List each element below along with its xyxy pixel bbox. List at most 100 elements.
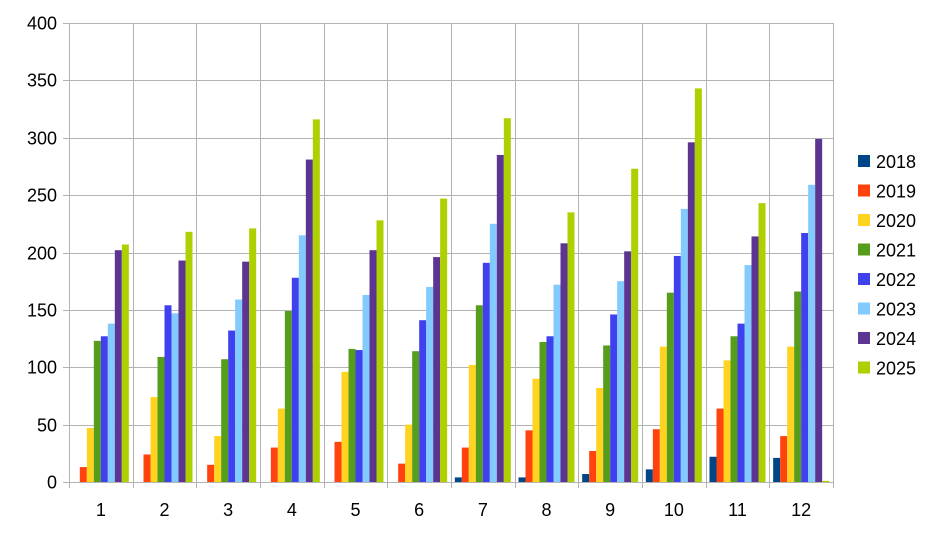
legend-label-2018: 2018	[876, 152, 916, 172]
bar-2020-cat-2	[150, 397, 158, 482]
bar-2023-cat-4	[298, 235, 306, 482]
bar-2024-cat-12	[815, 138, 823, 482]
legend-swatch-2018	[858, 155, 870, 167]
bar-2019-cat-5	[334, 441, 342, 482]
bar-2025-cat-10	[694, 88, 702, 482]
bar-2024-cat-7	[496, 154, 504, 482]
bar-2024-cat-11	[751, 236, 759, 482]
bar-2019-cat-9	[589, 451, 597, 482]
x-tick-label: 1	[96, 500, 106, 520]
x-tick-label: 5	[350, 500, 360, 520]
bar-2019-cat-12	[780, 436, 788, 482]
x-tick-label: 2	[159, 500, 169, 520]
y-tick-label: 250	[27, 186, 57, 206]
bar-2025-cat-4	[312, 119, 320, 482]
bar-2021-cat-8	[539, 342, 547, 482]
bar-2020-cat-8	[532, 378, 540, 482]
bar-2024-cat-10	[687, 142, 695, 482]
legend: 2018 2019 2020 2021 2022 2023 2024 2025	[858, 152, 916, 379]
bar-2019-cat-11	[716, 408, 724, 482]
bar-2021-cat-10	[666, 292, 674, 482]
gridlines	[69, 23, 833, 488]
bar-2024-cat-2	[178, 260, 186, 482]
x-tick-label: 10	[664, 500, 684, 520]
bar-2023-cat-11	[744, 265, 752, 482]
bar-2018-cat-12	[773, 457, 781, 482]
x-tick-label: 6	[414, 500, 424, 520]
bar-2023-cat-1	[107, 323, 115, 482]
bar-2025-cat-8	[567, 212, 575, 482]
bar-2020-cat-7	[468, 364, 476, 482]
legend-swatch-2019	[858, 184, 870, 197]
bar-2024-cat-6	[433, 257, 441, 482]
bar-2019-cat-3	[207, 464, 215, 482]
bar-2021-cat-1	[93, 340, 101, 482]
legend-swatch-2024	[858, 332, 870, 344]
bar-2025-cat-11	[758, 203, 766, 482]
x-tick-label: 8	[541, 500, 551, 520]
bar-2018-cat-7	[454, 477, 462, 482]
bar-2023-cat-6	[426, 286, 434, 482]
x-tick-label: 12	[791, 500, 811, 520]
bar-2022-cat-8	[546, 336, 554, 482]
y-tick-label: 150	[27, 301, 57, 321]
bar-2020-cat-10	[659, 346, 667, 482]
bar-2023-cat-12	[808, 184, 816, 483]
bar-2023-cat-5	[362, 294, 370, 482]
y-tick-label: 0	[47, 473, 57, 493]
bar-2023-cat-3	[235, 299, 243, 482]
bar-2025-cat-5	[376, 220, 384, 482]
bar-2021-cat-7	[475, 305, 483, 482]
bar-2020-cat-3	[214, 436, 222, 482]
bar-2020-cat-12	[787, 346, 795, 482]
bar-2022-cat-5	[355, 350, 363, 482]
bar-2025-cat-9	[631, 168, 639, 483]
bar-2023-cat-9	[617, 281, 625, 482]
bar-2019-cat-6	[398, 463, 406, 482]
bars	[79, 88, 830, 483]
bar-2025-cat-7	[503, 118, 511, 483]
legend-swatch-2025	[858, 361, 870, 374]
y-tick-label: 300	[27, 129, 57, 149]
bar-2018-cat-8	[518, 477, 526, 482]
x-tick-label: 7	[478, 500, 488, 520]
legend-label-2019: 2019	[876, 182, 916, 202]
y-tick-label: 50	[37, 416, 57, 436]
bar-2023-cat-7	[489, 223, 497, 482]
bar-2022-cat-1	[100, 336, 108, 482]
bar-2024-cat-4	[305, 159, 313, 483]
legend-swatch-2020	[858, 214, 870, 226]
bar-2022-cat-7	[482, 262, 490, 482]
bar-2024-cat-5	[369, 250, 377, 482]
legend-swatch-2023	[858, 302, 870, 315]
bar-2021-cat-6	[412, 351, 420, 482]
bar-2021-cat-2	[157, 356, 165, 482]
bar-2025-cat-2	[185, 231, 193, 482]
bar-2018-cat-9	[582, 473, 590, 482]
bar-2022-cat-9	[610, 314, 618, 482]
bar-2025-cat-12	[822, 480, 830, 482]
legend-swatch-2021	[858, 243, 870, 256]
bar-2019-cat-8	[525, 430, 533, 482]
y-tick-label: 400	[27, 14, 57, 34]
legend-label-2021: 2021	[876, 241, 916, 261]
legend-swatch-2022	[858, 273, 870, 285]
bar-2021-cat-11	[730, 336, 738, 482]
bar-2022-cat-2	[164, 305, 172, 482]
bar-2020-cat-1	[86, 428, 94, 482]
legend-label-2023: 2023	[876, 300, 916, 320]
x-tick-label: 11	[728, 500, 747, 520]
bar-2022-cat-12	[801, 232, 809, 482]
bar-2022-cat-6	[419, 320, 427, 482]
bar-2020-cat-4	[277, 408, 285, 482]
bar-2023-cat-2	[171, 313, 179, 482]
bar-2023-cat-8	[553, 284, 561, 482]
bar-2020-cat-11	[723, 360, 731, 482]
bar-2022-cat-10	[673, 255, 681, 482]
x-tick-label: 9	[605, 500, 615, 520]
legend-label-2020: 2020	[876, 211, 916, 231]
y-tick-label: 200	[27, 244, 57, 264]
